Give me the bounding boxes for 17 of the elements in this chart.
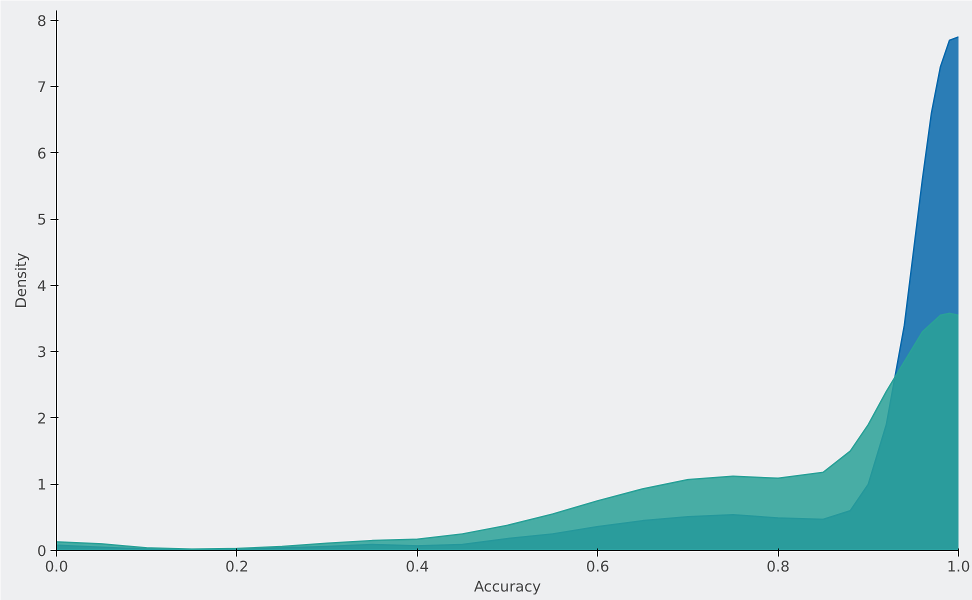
y-tick-label: 6 xyxy=(37,145,47,162)
y-tick-label: 8 xyxy=(37,12,47,30)
y-tick-label: 0 xyxy=(37,543,47,560)
y-tick-label: 7 xyxy=(37,79,47,96)
y-tick-label: 5 xyxy=(37,212,47,229)
x-tick-label: 0.2 xyxy=(225,558,249,576)
x-tick-label: 0.6 xyxy=(586,558,610,576)
x-axis-title: Accuracy xyxy=(474,578,542,596)
y-tick-label: 3 xyxy=(37,344,47,362)
y-tick-label: 4 xyxy=(37,278,47,295)
x-tick-label: 0.4 xyxy=(406,558,429,576)
x-tick-label: 1.0 xyxy=(946,558,970,576)
x-tick-label: 0.0 xyxy=(44,558,68,576)
y-tick-label: 2 xyxy=(37,410,47,428)
x-tick-label: 0.8 xyxy=(766,558,790,576)
y-tick-label: 1 xyxy=(37,476,47,494)
y-axis-title: Density xyxy=(13,252,30,308)
